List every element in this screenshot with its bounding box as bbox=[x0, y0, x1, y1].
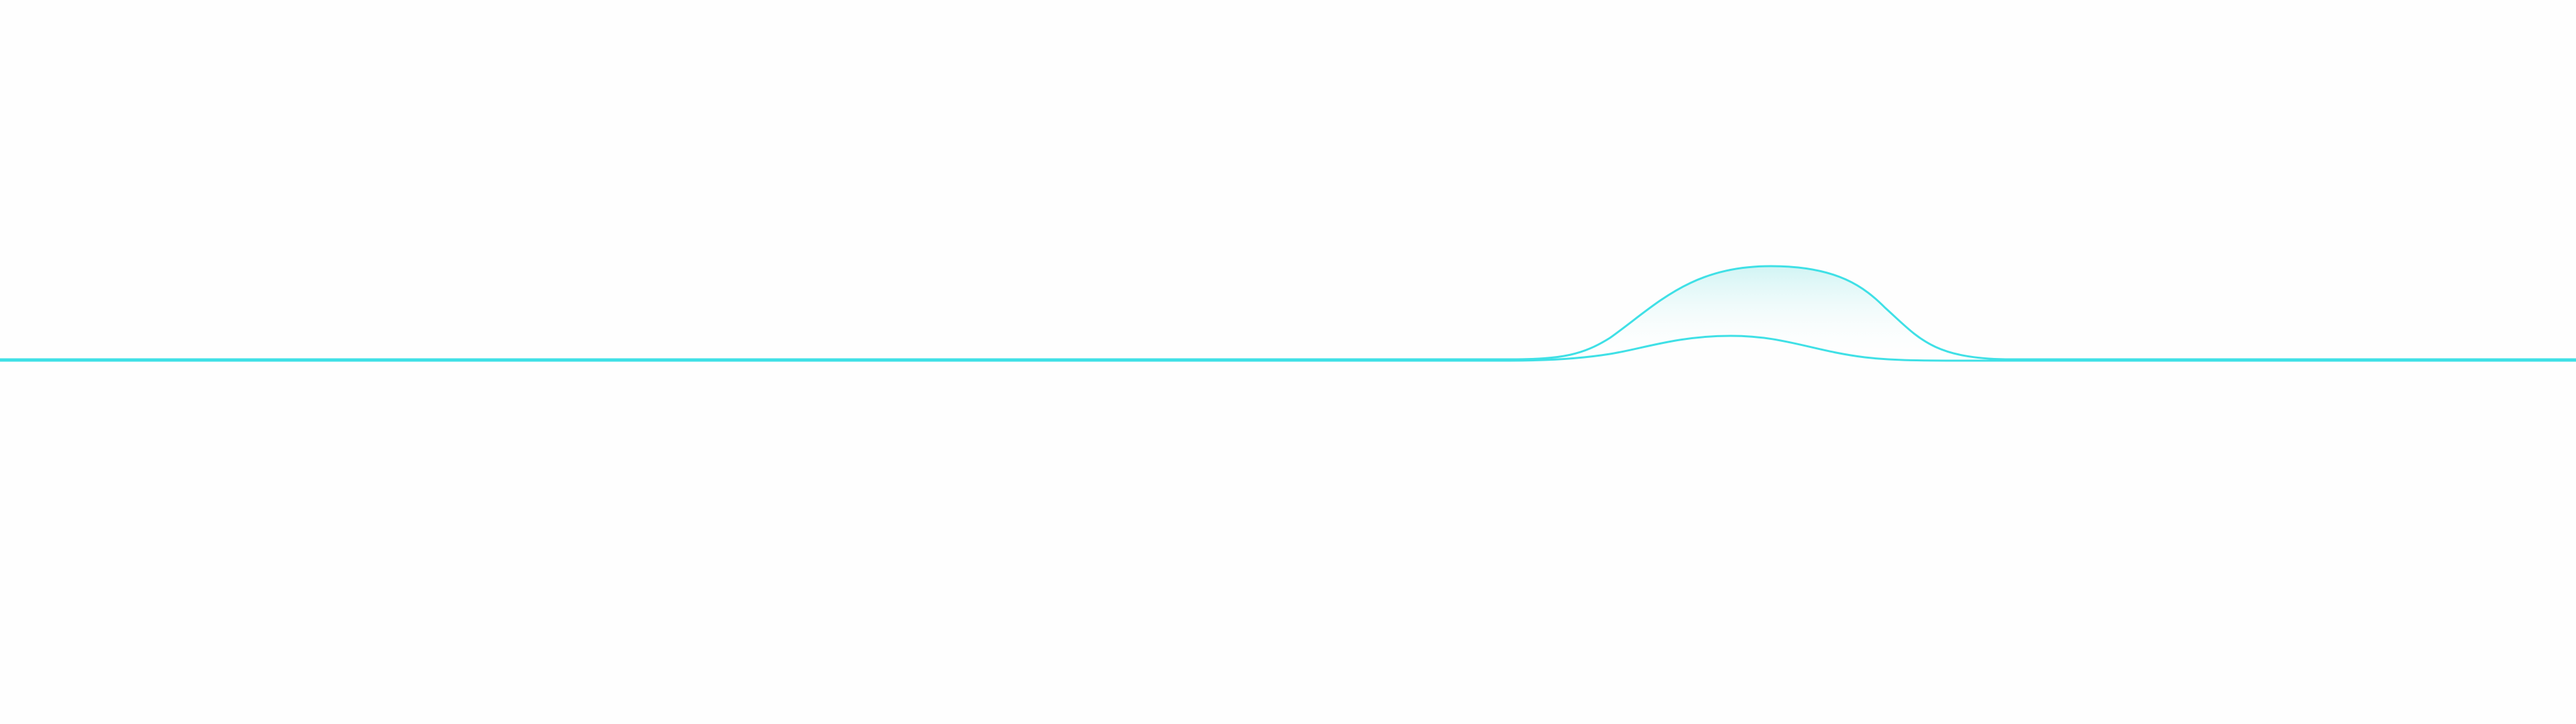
wave-line-upper bbox=[0, 265, 2576, 361]
wave-bump-fill bbox=[1509, 267, 2006, 361]
wave-line-lower bbox=[0, 335, 2576, 362]
